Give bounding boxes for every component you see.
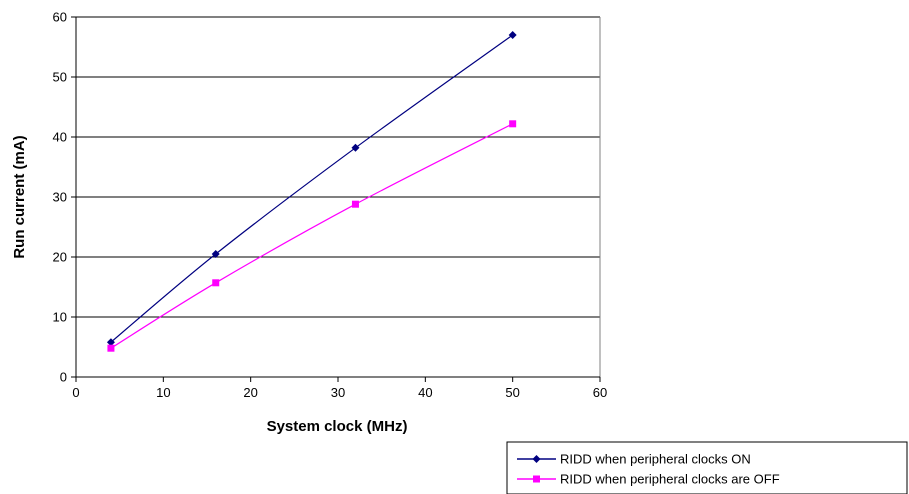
x-tick-label-0: 0: [72, 385, 79, 400]
y-tick-label-0: 0: [60, 370, 67, 385]
series-2-point-4: [509, 120, 517, 128]
legend-label-1: RIDD when peripheral clocks ON: [560, 452, 751, 467]
series-1-point-4: [508, 31, 517, 39]
series-2-line: [110, 123, 513, 349]
legend-item-2: RIDD when peripheral clocks are OFF: [517, 472, 780, 487]
series-2-point-1: [107, 344, 115, 352]
series-2-point-2: [212, 279, 220, 287]
series-1: [106, 31, 517, 347]
series-2: [107, 120, 517, 352]
legend: RIDD when peripheral clocks ON RIDD when …: [506, 441, 908, 494]
legend-swatch-marker-1: [532, 455, 541, 463]
x-tick-label-20: 20: [243, 385, 257, 400]
y-tick-label-20: 20: [53, 250, 67, 265]
x-axis-title: System clock (MHz): [267, 418, 408, 435]
series-1-line: [110, 34, 514, 343]
x-tick-label-60: 60: [593, 385, 607, 400]
legend-item-1: RIDD when peripheral clocks ON: [517, 452, 751, 467]
legend-box: [506, 441, 908, 494]
series-group: [106, 31, 517, 352]
y-tick-label-40: 40: [53, 130, 67, 145]
gridlines: [76, 16, 600, 378]
legend-label-2: RIDD when peripheral clocks are OFF: [560, 472, 780, 487]
x-tick-labels: 0 10 20 30 40 50 60: [72, 385, 607, 400]
legend-items: RIDD when peripheral clocks ON RIDD when …: [517, 452, 780, 487]
legend-swatch-marker-2: [533, 475, 540, 483]
x-tick-label-10: 10: [156, 385, 170, 400]
y-tick-label-60: 60: [53, 10, 67, 25]
y-tick-label-30: 30: [53, 190, 67, 205]
series-2-point-3: [351, 200, 359, 208]
series-1-point-3: [351, 143, 360, 152]
axes: [71, 16, 601, 382]
y-tick-label-10: 10: [53, 310, 67, 325]
y-tick-label-50: 50: [53, 70, 67, 85]
x-tick-label-50: 50: [505, 385, 519, 400]
y-axis-title: Run current (mA): [11, 135, 28, 258]
x-tick-label-40: 40: [418, 385, 432, 400]
x-tick-label-30: 30: [331, 385, 345, 400]
y-tick-labels: 0 10 20 30 40 50 60: [53, 10, 67, 385]
series-1-point-2: [211, 250, 220, 258]
series-1-point-1: [106, 338, 115, 347]
